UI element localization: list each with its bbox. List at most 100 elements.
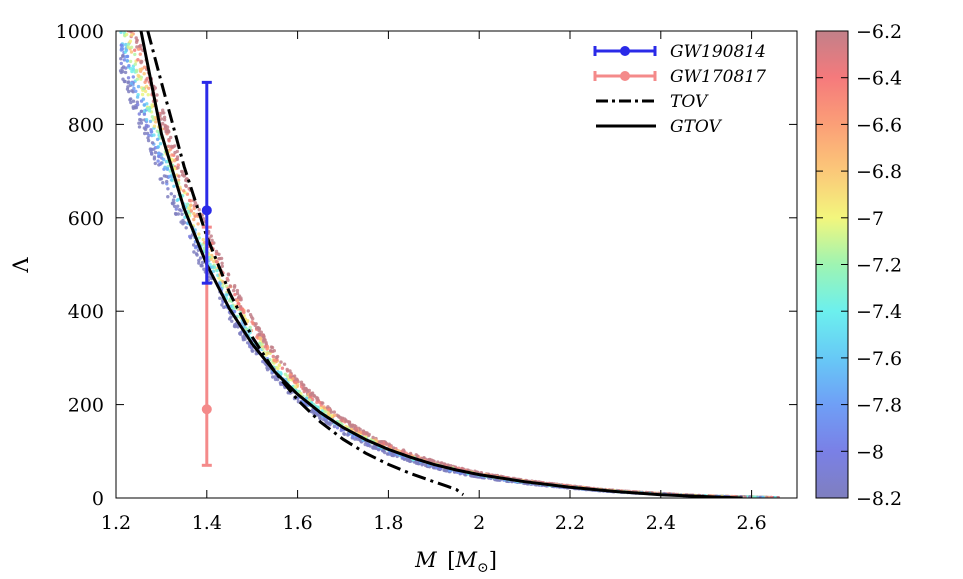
scatter-point [166,144,171,148]
scatter-point [139,109,144,114]
scatter-point [158,162,162,166]
colorbar-tick-label: −6.2 [856,21,902,43]
scatter-point [176,163,180,167]
scatter-point [143,131,147,136]
scatter-point [130,89,134,93]
scatter-point [122,9,125,12]
scatter-point [187,206,191,210]
scatter-point [124,48,129,52]
scatter-point [761,495,765,498]
scatter-point [379,440,383,444]
scatter-point [184,183,188,188]
svg-text:GW190814: GW190814 [670,42,766,62]
scatter-point [150,141,155,145]
scatter-point [176,178,181,182]
scatter-point [152,124,157,128]
scatter-point [124,24,127,27]
scatter-point [165,179,169,184]
scatter-point [150,115,155,119]
scatter-point [164,130,168,134]
scatter-point [121,0,124,3]
scatter-point [127,0,130,2]
colorbar-tick-label: −8 [856,441,884,463]
scatter-point [423,463,428,468]
scatter-point [327,407,331,412]
scatter-point [366,442,370,446]
y-tick-label: 600 [68,208,104,230]
scatter-point [193,214,197,218]
scatter-point [130,33,134,37]
colorbar-tick-label: −6.6 [856,114,902,136]
scatter-point [408,451,413,456]
scatter-point [317,400,322,404]
scatter-point [142,65,147,69]
scatter-point [240,307,244,311]
scatter-point [743,495,747,498]
scatter-point [162,115,167,120]
scatter-point [316,413,320,417]
scatter-point [139,60,143,65]
scatter-point [192,206,196,211]
scatter-point [119,61,124,66]
legend-entry-gw190814: GW190814 [593,42,766,62]
scatter-point [217,252,221,256]
scatter-point [192,217,196,222]
scatter-point [350,423,354,427]
scatter-point [288,375,293,379]
scatter-point [276,377,280,382]
errorbar-gw190814 [201,80,212,285]
scatter-point [332,424,337,429]
scatter-point [140,92,145,97]
scatter-point [120,66,124,71]
scatter-point [127,63,131,68]
scatter-point [333,413,337,417]
scatter-point [136,47,141,51]
scatter-point [225,276,229,281]
scatter-point [287,378,291,382]
scatter-point [218,296,222,300]
scatter-point [225,293,229,297]
scatter-point [119,57,123,61]
scatter-point [285,367,289,372]
scatter-point [495,478,499,482]
y-tick-label: 1000 [56,21,104,43]
scatter-point [187,198,192,203]
scatter-point [157,151,161,155]
scatter-point [182,189,186,193]
scatter-point [159,117,164,121]
scatter-point [371,435,375,440]
scatter-point [142,112,147,116]
scatter-point [162,157,166,162]
scatter-point [135,38,139,42]
errorbar-point [201,205,212,216]
scatter-point [172,194,177,199]
scatter-point [126,85,130,89]
scatter-point [132,22,135,25]
scatter-point [246,319,250,323]
scatter-point [169,144,174,149]
scatter-point [233,292,237,297]
colorbar-tick-label: −7.4 [856,301,902,323]
scatter-point [125,59,129,63]
colorbar-tick-label: −7.8 [856,395,902,417]
scatter-point [132,16,135,19]
scatter-point [174,212,178,216]
scatter-point [129,100,133,105]
scatter-point [177,174,181,178]
scatter-point [176,204,180,208]
scatter-point [228,299,232,303]
scatter-point [135,95,140,99]
scatter-point [123,2,126,5]
scatter-point [172,204,177,208]
scatter-point [222,305,226,310]
scatter-point [156,145,160,150]
scatter-point [152,155,157,159]
scatter-point [153,150,158,155]
scatter-point [119,18,122,21]
scatter-point [121,16,124,19]
scatter-point [169,192,173,196]
scatter-point [262,335,266,340]
scatter-point [373,445,378,450]
x-tick-label: 1.8 [373,512,403,534]
scatter-point [130,69,134,74]
